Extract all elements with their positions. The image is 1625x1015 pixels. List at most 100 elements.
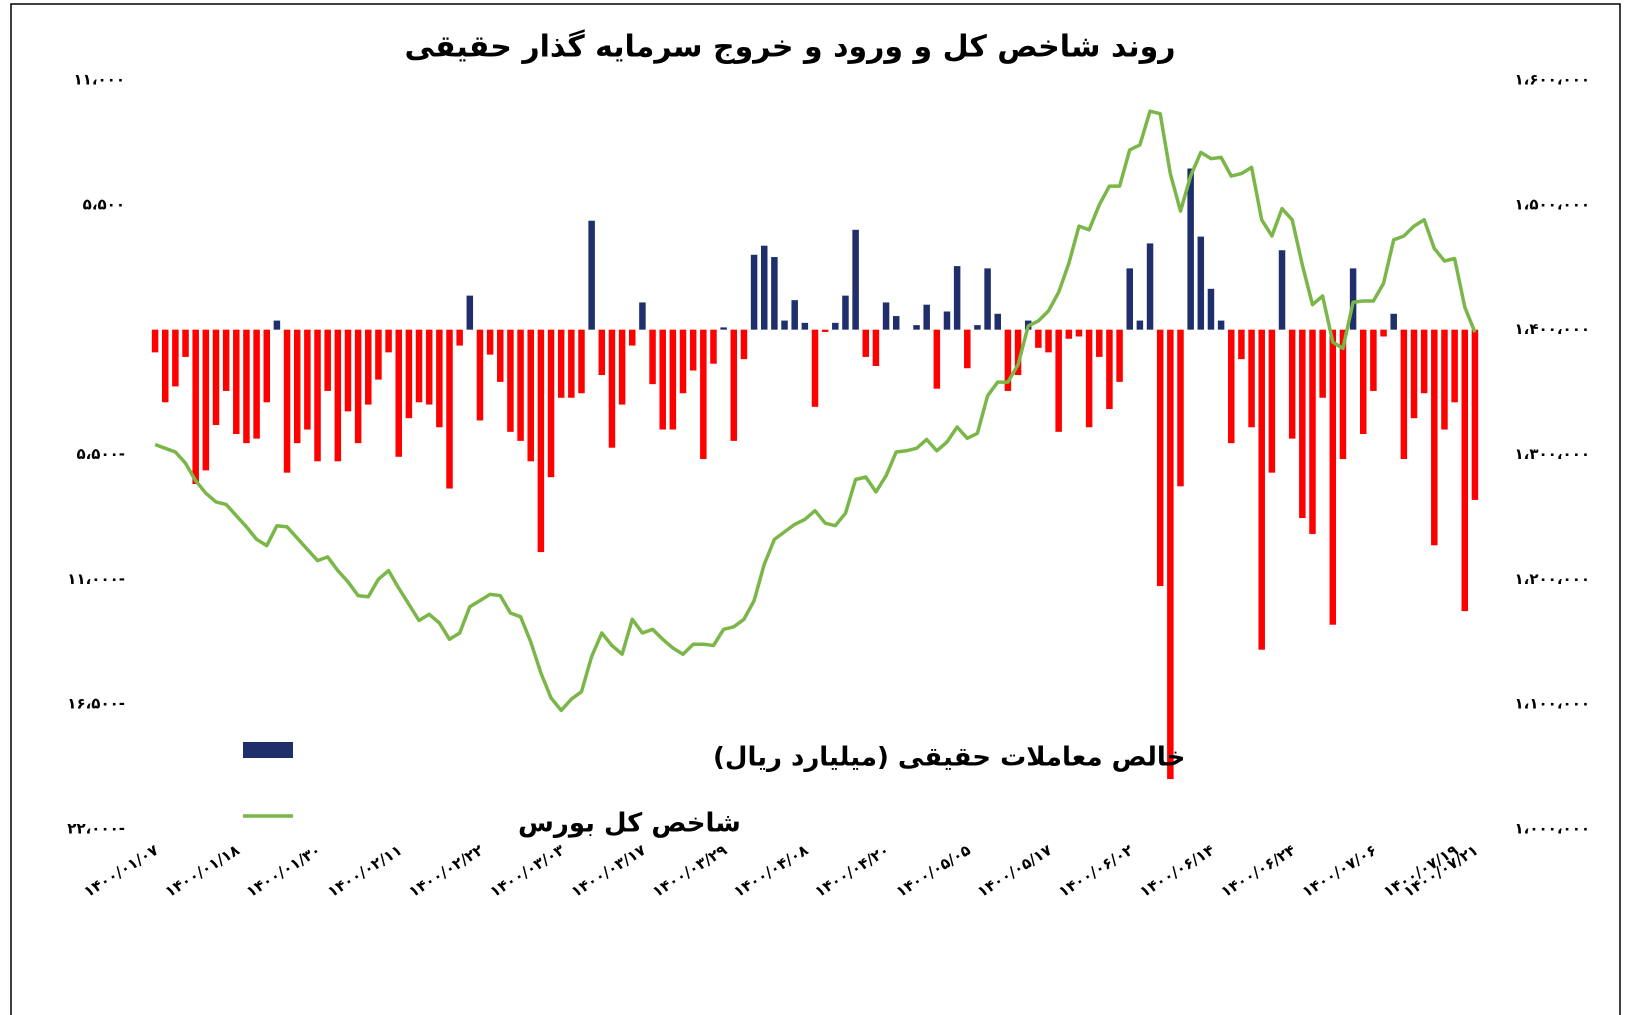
bar [892,316,900,330]
bar [456,329,463,346]
bar [486,329,494,355]
x-tick-label: ۱۴۰۰/۰۶/۲۴ [1218,841,1299,901]
bar [385,329,392,353]
bar [192,329,199,485]
bar [629,329,636,346]
bar [1288,329,1296,439]
bar [425,329,433,405]
x-tick-label: ۱۴۰۰/۰۶/۰۲ [1055,841,1136,901]
bar [740,329,748,360]
bar [872,329,880,366]
bar [1410,329,1418,419]
y-tick-label: ۵،۵۰۰ [83,195,125,213]
bar [202,329,210,471]
bar [598,329,606,376]
y-tick-label: ۱۶،۵۰۰- [67,695,125,713]
y2-tick-label: ۱،۴۰۰،۰۰۰ [1515,320,1590,338]
bar [1319,329,1326,398]
bar [466,295,474,330]
bar [1380,329,1387,337]
bar [578,329,585,394]
bar [334,329,342,462]
bar [933,329,941,389]
bar [273,320,281,330]
bar [1126,268,1133,330]
bar [263,329,271,403]
bar [882,302,890,330]
bar [1349,268,1357,330]
bar [1156,329,1164,587]
bar [182,329,189,357]
x-tick-label: ۱۴۰۰/۰۷/۰۶ [1299,841,1380,901]
x-tick-label: ۱۴۰۰/۰۶/۱۴ [1137,841,1218,901]
x-tick-label: ۱۴۰۰/۰۲/۲۲ [406,841,487,901]
x-tick-label: ۱۴۰۰/۰۵/۰۵ [893,841,974,901]
bar [953,266,961,330]
x-tick-label: ۱۴۰۰/۰۱/۰۷ [81,841,162,901]
legend-label: خالص معاملات حقیقی (میلیارد ریال) [713,743,1185,773]
bar [974,325,981,330]
bar [639,302,646,330]
y2-tick-label: ۱،۶۰۰،۰۰۰ [1515,71,1590,89]
bar [750,254,758,330]
y2-tick-label: ۱،۱۰۰،۰۰۰ [1515,695,1590,713]
bar [293,329,301,444]
bar [151,329,159,353]
x-tick-label: ۱۴۰۰/۰۴/۲۰ [812,841,893,901]
bar [1400,329,1408,460]
bar [1146,243,1154,330]
bar [1207,288,1215,330]
bar [862,329,870,357]
bar [994,313,1001,330]
bar [1471,329,1479,500]
bar [791,300,798,330]
bar [1309,329,1316,534]
bar [1085,329,1093,428]
bar [689,329,697,371]
bar [243,329,250,444]
bar [1248,329,1255,428]
bar [497,329,504,382]
bar [557,329,565,398]
bar [1167,329,1174,780]
bar [395,329,402,457]
bar [1420,329,1428,394]
bar [405,329,413,419]
bar [608,329,616,448]
bar [1431,329,1438,546]
bar [446,329,453,489]
bar [730,329,738,441]
bar [1268,329,1276,473]
bar [710,329,717,364]
y-tick-label: ۱۱،۰۰۰ [74,71,125,89]
bar [283,329,291,473]
y2-tick-label: ۱،۰۰۰،۰۰۰ [1515,820,1590,838]
bar [547,329,555,478]
bar [507,329,514,432]
bar [375,329,382,380]
x-tick-label: ۱۴۰۰/۰۱/۳۰ [243,841,324,901]
bar [1075,329,1083,337]
x-tick-label: ۱۴۰۰/۰۱/۱۸ [162,841,243,901]
bar [700,329,707,460]
bar [649,329,656,385]
x-tick-label: ۱۴۰۰/۰۵/۱۷ [974,841,1055,901]
x-tick-label: ۱۴۰۰/۰۳/۱۷ [568,841,649,901]
bar [1065,329,1073,339]
bar [324,329,331,391]
bar [1238,329,1245,360]
bar [476,329,484,421]
bar [304,329,311,430]
bar [344,329,352,412]
x-tick-label: ۱۴۰۰/۰۲/۱۱ [324,841,405,901]
bar [923,304,930,330]
bar [821,329,829,332]
x-tick-label: ۱۴۰۰/۰۳/۲۹ [649,841,730,901]
bar [588,220,595,330]
y2-tick-label: ۱،۲۰۰،۰۰۰ [1515,570,1590,588]
bar [1055,329,1062,432]
bar [1441,329,1448,430]
bar [314,329,321,462]
bar [212,329,220,425]
bar [1217,320,1225,330]
